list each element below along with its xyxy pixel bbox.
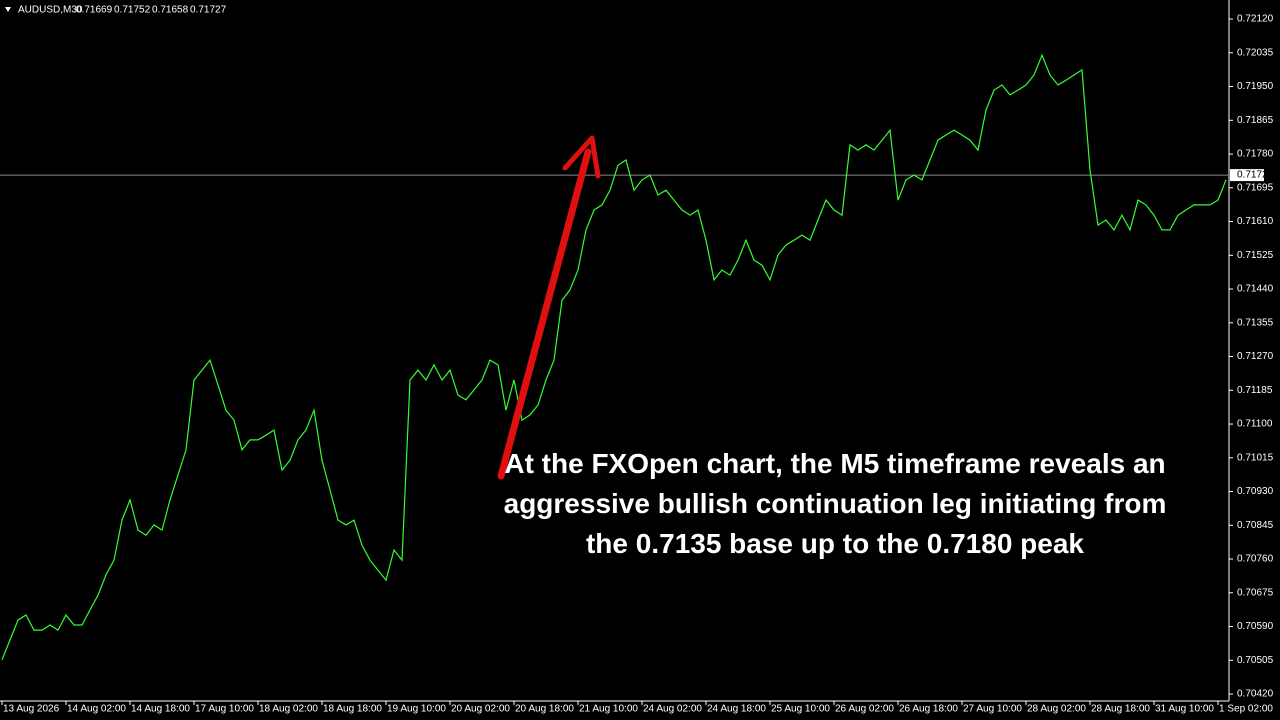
y-tick-label: 0.71525: [1237, 250, 1274, 261]
price-line: [1, 53, 1227, 661]
y-tick-label: 0.71695: [1237, 182, 1274, 193]
y-tick-label: 0.71610: [1237, 216, 1274, 227]
x-tick-label: 17 Aug 10:00: [195, 704, 254, 715]
last-price-box: [1230, 169, 1264, 182]
x-tick-label: 28 Aug 02:00: [1027, 704, 1086, 715]
x-tick-label: 27 Aug 10:00: [963, 704, 1022, 715]
ohlc-value: 0.71752: [114, 5, 151, 16]
x-tick-label: 24 Aug 18:00: [707, 704, 766, 715]
last-price-label: 0.71727: [1237, 170, 1274, 181]
x-tick-label: 26 Aug 18:00: [899, 704, 958, 715]
x-tick-label: 31 Aug 10:00: [1155, 704, 1214, 715]
x-tick-label: 18 Aug 02:00: [259, 704, 318, 715]
x-tick-label: 20 Aug 18:00: [515, 704, 574, 715]
y-tick-label: 0.71950: [1237, 81, 1274, 92]
x-tick-label: 1 Sep 02:00: [1219, 704, 1273, 715]
x-tick-label: 25 Aug 10:00: [771, 704, 830, 715]
x-tick-label: 21 Aug 10:00: [579, 704, 638, 715]
ohlc-value: 0.71727: [190, 5, 227, 16]
x-tick-label: 20 Aug 02:00: [451, 704, 510, 715]
y-tick-label: 0.71780: [1237, 149, 1274, 160]
x-tick-label: 28 Aug 18:00: [1091, 704, 1150, 715]
arrow-head: [562, 135, 601, 179]
y-tick-label: 0.71100: [1237, 419, 1273, 430]
y-tick-label: 0.72035: [1237, 47, 1274, 58]
y-tick-label: 0.70590: [1237, 621, 1274, 632]
annotation: At the FXOpen chart, the M5 timeframe re…: [503, 448, 1167, 559]
y-tick-label: 0.72120: [1237, 14, 1274, 25]
y-tick-label: 0.70760: [1237, 554, 1274, 565]
y-tick-label: 0.71185: [1237, 385, 1273, 396]
x-tick-label: 14 Aug 02:00: [67, 704, 126, 715]
ohlc-value: 0.71669: [76, 5, 113, 16]
x-tick-label: 13 Aug 2026: [3, 704, 60, 715]
x-tick-label: 24 Aug 02:00: [643, 704, 702, 715]
x-tick-label: 14 Aug 18:00: [131, 704, 190, 715]
ohlc-value: 0.71658: [152, 5, 189, 16]
y-tick-label: 0.71270: [1237, 351, 1274, 362]
y-tick-label: 0.70420: [1237, 689, 1274, 700]
y-tick-label: 0.71015: [1237, 452, 1274, 463]
x-tick-label: 26 Aug 02:00: [835, 704, 894, 715]
y-tick-label: 0.71440: [1237, 284, 1274, 295]
y-tick-label: 0.71355: [1237, 317, 1274, 328]
x-tick-label: 19 Aug 10:00: [387, 704, 446, 715]
y-tick-label: 0.70505: [1237, 655, 1274, 666]
y-tick-label: 0.70675: [1237, 587, 1274, 598]
symbol: AUDUSD,M30: [18, 5, 83, 16]
y-tick-label: 0.70845: [1237, 520, 1274, 531]
y-tick-label: 0.70930: [1237, 486, 1274, 497]
menu-triangle[interactable]: [5, 7, 11, 12]
arrow-shaft: [497, 148, 592, 480]
x-tick-label: 18 Aug 18:00: [323, 704, 382, 715]
y-tick-label: 0.71865: [1237, 115, 1274, 126]
